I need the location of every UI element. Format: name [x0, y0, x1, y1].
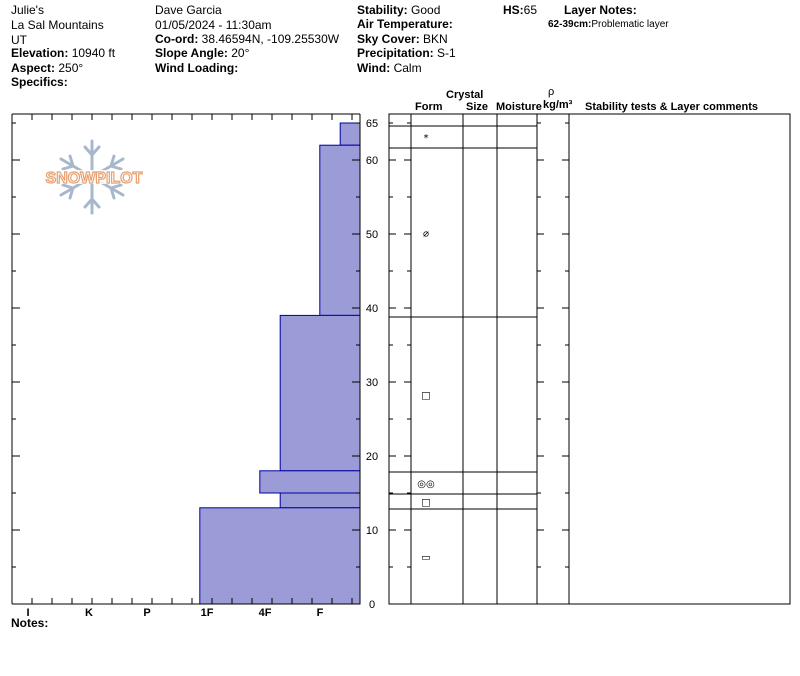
coord-label: Co-ord:	[155, 32, 199, 46]
hardness-bar-4	[279, 492, 361, 509]
location-name: Julie's	[11, 3, 44, 17]
specifics-label: Specifics:	[11, 75, 68, 89]
height-label-40: 40	[366, 303, 378, 315]
comments-header: Stability tests & Layer comments	[585, 101, 759, 113]
wind-label: Wind:	[357, 61, 391, 75]
hardness-label-F: F	[317, 607, 324, 619]
hardness-label-I: I	[26, 607, 29, 619]
crystal-header: Crystal	[446, 89, 484, 101]
hardness-label-P: P	[143, 607, 150, 619]
logo-text: SNOWPILOT	[46, 170, 143, 187]
form-header: Form	[415, 101, 443, 113]
hs-value: 65	[523, 3, 538, 17]
crystal-form-2: □	[421, 391, 430, 402]
hardness-bar-1	[319, 144, 361, 316]
slope-label: Slope Angle:	[155, 46, 228, 60]
coordinates: Co-ord: 38.46594N, -109.25530W	[155, 32, 339, 46]
height-label-0: 0	[369, 599, 375, 611]
height-label-60: 60	[366, 155, 378, 167]
stability: Stability: Good	[357, 3, 440, 17]
crystal-form-5: ▭	[421, 553, 430, 564]
air-temp-label: Air Temperature:	[357, 17, 453, 31]
density-header: kg/m³	[543, 99, 573, 111]
layer-notes-label: Layer Notes:	[564, 3, 637, 17]
hardness-label-4F: 4F	[259, 607, 272, 619]
snow-height: HS:65	[503, 3, 537, 17]
aspect-value: 250°	[58, 61, 84, 75]
crystal-form-0: *	[424, 133, 429, 144]
slope-value: 20°	[231, 46, 250, 60]
observation-datetime: 01/05/2024 - 11:30am	[155, 18, 272, 32]
precipitation: Precipitation: S-1	[357, 46, 456, 60]
elevation-label: Elevation:	[11, 46, 69, 60]
height-label-10: 10	[366, 525, 378, 537]
coord-value: 38.46594N, -109.25530W	[201, 32, 340, 46]
elevation: Elevation: 10940 ft	[11, 46, 115, 60]
crystal-form-1: ⌀	[423, 229, 429, 240]
hardness-bar-3	[259, 470, 361, 494]
observer-name: Dave Garcia	[155, 3, 222, 17]
wind: Wind: Calm	[357, 61, 422, 75]
slope-angle: Slope Angle: 20°	[155, 46, 249, 60]
layer-note-text: Problematic layer	[591, 19, 669, 30]
crystal-form-3: ◎◎	[417, 479, 434, 490]
hs-label: HS:	[503, 3, 524, 17]
height-label-50: 50	[366, 229, 378, 241]
precip-value: S-1	[437, 46, 456, 60]
wind-value: Calm	[393, 61, 422, 75]
size-header: Size	[466, 101, 489, 113]
moisture-header: Moisture	[496, 101, 542, 113]
aspect-label: Aspect:	[11, 61, 56, 75]
precip-label: Precipitation:	[357, 46, 434, 60]
hardness-bar-0	[339, 122, 361, 146]
snowpilot-logo: SNOWPILOT	[33, 139, 155, 215]
sky-label: Sky Cover:	[357, 32, 420, 46]
height-label-65: 65	[366, 118, 378, 130]
stability-value: Good	[411, 3, 441, 17]
aspect: Aspect: 250°	[11, 61, 83, 75]
layer-note-range: 62-39cm:	[548, 19, 592, 30]
rho-header: ρ	[548, 86, 555, 98]
hardness-label-K: K	[85, 607, 93, 619]
layer-note: 62-39cm:Problematic layer	[548, 18, 669, 32]
stability-label: Stability:	[357, 3, 408, 17]
hardness-bar-5	[199, 507, 361, 605]
height-label-30: 30	[366, 377, 378, 389]
sky-value: BKN	[423, 32, 448, 46]
state: UT	[11, 33, 27, 47]
mountain-range: La Sal Mountains	[11, 18, 104, 32]
height-label-20: 20	[366, 451, 378, 463]
hardness-label-1F: 1F	[201, 607, 214, 619]
notes-label: Notes:	[11, 616, 49, 630]
crystal-form-4: □	[421, 498, 430, 509]
sky-cover: Sky Cover: BKN	[357, 32, 448, 46]
wind-loading-label: Wind Loading:	[155, 61, 239, 75]
hardness-bar-2	[279, 314, 361, 472]
elevation-value: 10940 ft	[71, 46, 116, 60]
